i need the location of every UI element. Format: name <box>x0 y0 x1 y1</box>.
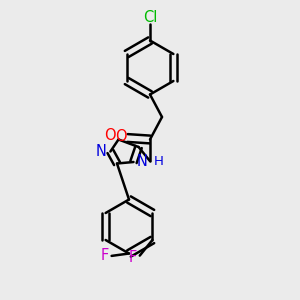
Text: N: N <box>136 154 147 169</box>
Text: O: O <box>104 128 116 143</box>
Text: F: F <box>129 250 137 266</box>
Text: O: O <box>115 129 127 144</box>
Text: Cl: Cl <box>143 10 157 25</box>
Text: F: F <box>101 248 109 263</box>
Text: N: N <box>95 144 106 159</box>
Text: H: H <box>154 155 163 168</box>
